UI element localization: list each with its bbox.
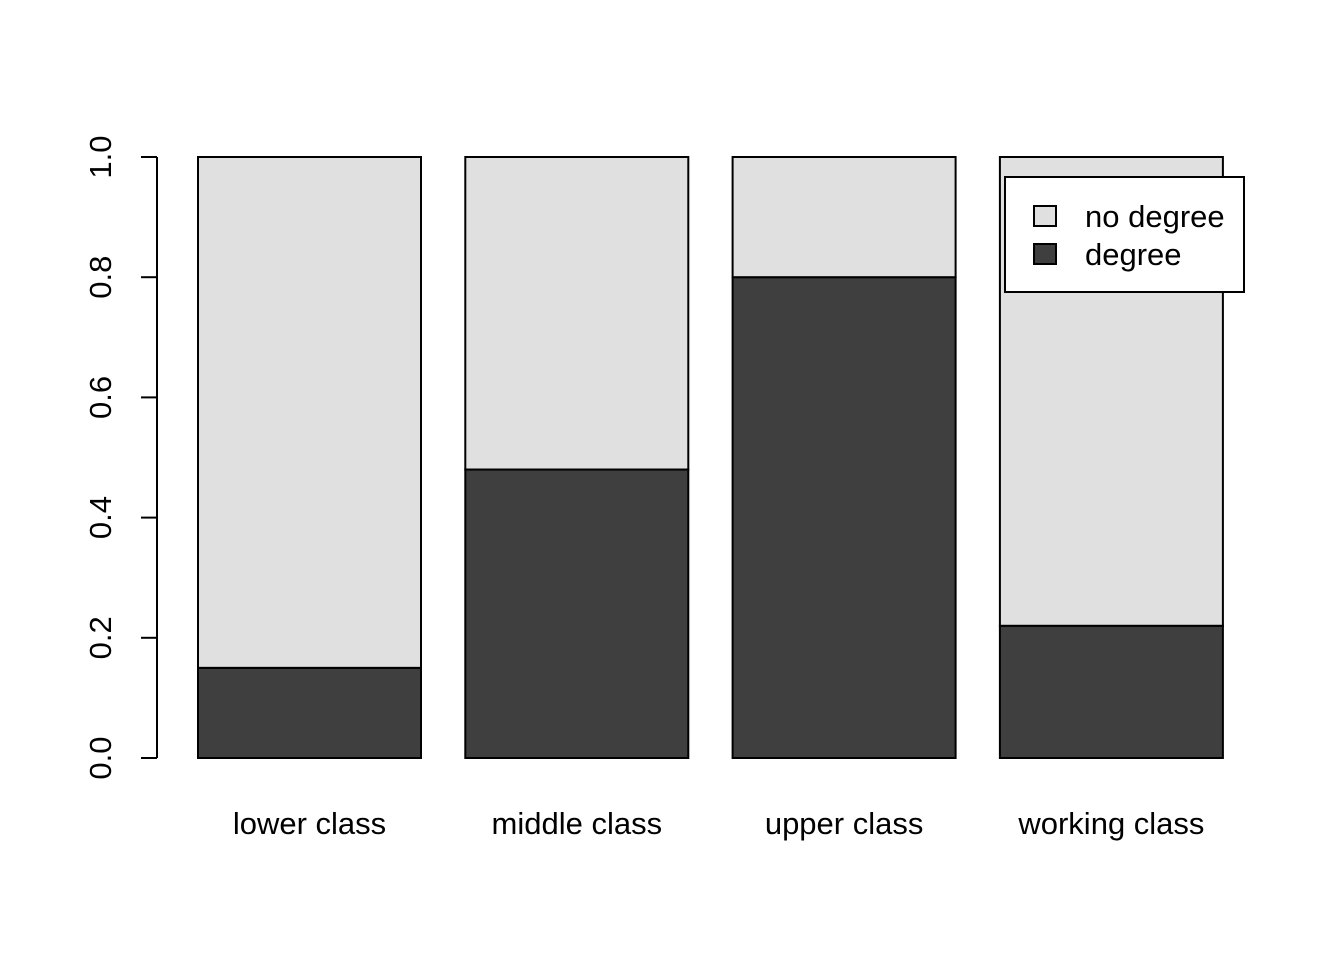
x-category-label: working class bbox=[1017, 806, 1204, 841]
bar-segment-degree-working-class bbox=[998, 624, 1224, 760]
bar-segment-degree-lower-class bbox=[197, 666, 422, 759]
bar-segment-no-degree-lower-class bbox=[197, 156, 422, 669]
y-axis: 0.0 0.2 0.4 0.6 0.8 1.0 bbox=[83, 135, 158, 780]
y-tick-label: 0.6 bbox=[83, 376, 118, 419]
y-tick-label: 0.4 bbox=[83, 496, 118, 539]
x-category-label: upper class bbox=[765, 806, 924, 841]
bar-segment-degree-middle-class bbox=[464, 468, 690, 759]
bar-segment-no-degree-middle-class bbox=[464, 156, 690, 471]
x-axis-labels: lower class middle class upper class workin… bbox=[233, 806, 1205, 841]
y-tick-label: 0.8 bbox=[83, 256, 118, 299]
x-category-label: lower class bbox=[233, 806, 386, 841]
bar-segment-degree-upper-class bbox=[731, 276, 957, 759]
x-category-label: middle class bbox=[492, 806, 663, 841]
legend-label: degree bbox=[1085, 237, 1182, 272]
y-tick-label: 0.0 bbox=[83, 736, 118, 779]
bar-segment-no-degree-upper-class bbox=[731, 156, 957, 279]
y-tick-label: 1.0 bbox=[83, 135, 118, 178]
legend-swatch bbox=[1033, 243, 1057, 265]
y-tick-label: 0.2 bbox=[83, 616, 118, 659]
legend-box bbox=[1004, 176, 1245, 293]
legend-label: no degree bbox=[1085, 199, 1225, 234]
legend-swatch bbox=[1033, 205, 1057, 227]
